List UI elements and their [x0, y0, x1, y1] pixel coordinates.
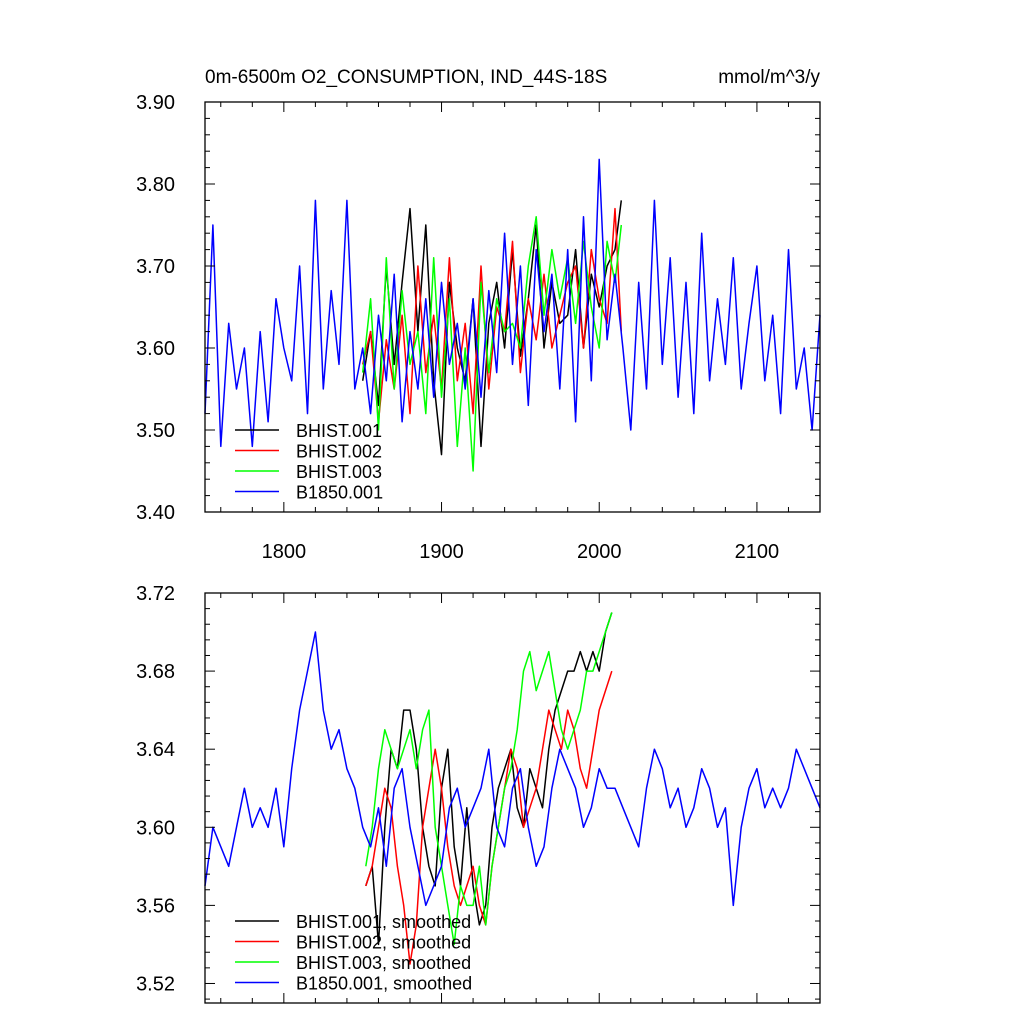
top-y-tick-label: 3.80	[136, 174, 175, 196]
top-x-tick-label: 1800	[262, 541, 307, 563]
top-y-tick-label: 3.40	[136, 502, 175, 524]
bot-series-line-0	[365, 612, 613, 946]
top-series-line-3	[204, 158, 821, 448]
top-series-line-0	[361, 200, 623, 456]
top-series-group	[204, 158, 821, 472]
top-plot-frame	[204, 101, 821, 513]
top-units: mmol/m^3/y	[718, 67, 820, 88]
top-x-tick-label: 1900	[419, 541, 464, 563]
bot-legend-label: B1850.001, smoothed	[296, 974, 472, 994]
top-y-tick-label: 3.50	[136, 420, 175, 442]
top-y-tick-label: 3.70	[136, 256, 175, 278]
bottom-series-group	[204, 612, 821, 965]
bot-y-tick-label: 3.64	[136, 739, 175, 761]
bot-y-tick-label: 3.72	[136, 583, 175, 605]
top-y-tick-label: 3.60	[136, 338, 175, 360]
top-x-tick-labels: 1800 1900 2000 2100	[262, 541, 780, 563]
bottom-y-tick-labels: 3.52 3.56 3.60 3.64 3.68 3.72	[136, 583, 175, 995]
panel-top: 0m-6500m O2_CONSUMPTION, IND_44S-18S mmo…	[136, 67, 821, 563]
top-legend-label: B1850.001	[296, 483, 383, 503]
bot-series-line-3	[204, 631, 821, 907]
top-x-tick-label: 2100	[735, 541, 780, 563]
top-tick-marks	[205, 101, 821, 513]
bot-y-tick-label: 3.52	[136, 973, 175, 995]
top-title: 0m-6500m O2_CONSUMPTION, IND_44S-18S	[205, 67, 607, 88]
bot-legend-label: BHIST.002, smoothed	[296, 933, 471, 953]
top-legend-label: BHIST.002	[296, 442, 382, 462]
bot-y-tick-label: 3.56	[136, 895, 175, 917]
bot-series-line-2	[365, 612, 613, 946]
bottom-tick-marks	[205, 592, 821, 1003]
top-y-tick-label: 3.90	[136, 92, 175, 114]
top-legend-label: BHIST.001	[296, 421, 382, 441]
bot-legend-label: BHIST.001, smoothed	[296, 912, 471, 932]
top-x-tick-label: 2000	[577, 541, 622, 563]
bot-legend-label: BHIST.003, smoothed	[296, 953, 471, 973]
bot-y-tick-label: 3.60	[136, 817, 175, 839]
bottom-plot-frame	[204, 592, 821, 1004]
top-legend-label: BHIST.003	[296, 462, 382, 482]
top-y-tick-labels: 3.40 3.50 3.60 3.70 3.80 3.90	[136, 92, 175, 524]
bot-y-tick-label: 3.68	[136, 661, 175, 683]
panel-bottom: 3.52 3.56 3.60 3.64 3.68 3.72 BHIST.001, smoo…	[136, 583, 821, 1004]
